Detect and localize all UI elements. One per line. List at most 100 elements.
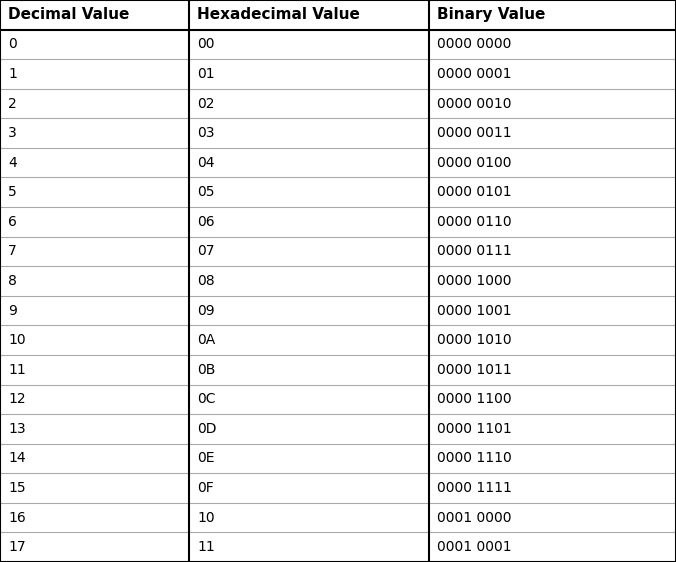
Bar (429, 355, 676, 384)
Text: 0000 0101: 0000 0101 (437, 185, 512, 200)
Bar (429, 0, 676, 30)
Bar (0, 325, 189, 355)
Text: 0000 0011: 0000 0011 (437, 126, 512, 140)
Bar (189, 59, 429, 89)
Bar (189, 207, 429, 237)
Text: 0000 0000: 0000 0000 (437, 37, 512, 51)
Text: 06: 06 (197, 215, 215, 229)
Bar (0, 207, 189, 237)
Text: 0B: 0B (197, 362, 216, 377)
Bar (429, 503, 676, 532)
Text: 0000 1001: 0000 1001 (437, 303, 512, 318)
Text: 0000 0010: 0000 0010 (437, 97, 512, 111)
Bar (429, 443, 676, 473)
Text: 10: 10 (8, 333, 26, 347)
Bar (189, 414, 429, 443)
Text: 0000 1111: 0000 1111 (437, 481, 512, 495)
Bar (429, 384, 676, 414)
Bar (0, 355, 189, 384)
Text: 0000 0111: 0000 0111 (437, 244, 512, 259)
Bar (189, 532, 429, 562)
Bar (429, 207, 676, 237)
Text: 2: 2 (8, 97, 17, 111)
Bar (189, 89, 429, 119)
Text: Hexadecimal Value: Hexadecimal Value (197, 7, 360, 22)
Text: 11: 11 (8, 362, 26, 377)
Bar (0, 89, 189, 119)
Bar (0, 178, 189, 207)
Bar (189, 0, 429, 30)
Bar (0, 237, 189, 266)
Bar (0, 414, 189, 443)
Text: 0C: 0C (197, 392, 216, 406)
Bar (0, 473, 189, 503)
Bar (0, 532, 189, 562)
Bar (189, 325, 429, 355)
Bar (0, 503, 189, 532)
Text: 0001 0000: 0001 0000 (437, 511, 512, 525)
Bar (189, 296, 429, 325)
Text: 15: 15 (8, 481, 26, 495)
Bar (429, 30, 676, 59)
Bar (429, 89, 676, 119)
Text: 14: 14 (8, 451, 26, 465)
Text: 4: 4 (8, 156, 17, 170)
Bar (429, 148, 676, 178)
Text: 0A: 0A (197, 333, 216, 347)
Bar (0, 266, 189, 296)
Text: 0000 0100: 0000 0100 (437, 156, 512, 170)
Text: 01: 01 (197, 67, 215, 81)
Bar (0, 0, 189, 30)
Bar (429, 266, 676, 296)
Text: 5: 5 (8, 185, 17, 200)
Text: 8: 8 (8, 274, 17, 288)
Text: 0: 0 (8, 37, 17, 51)
Text: 17: 17 (8, 540, 26, 554)
Bar (189, 148, 429, 178)
Bar (429, 237, 676, 266)
Bar (0, 59, 189, 89)
Text: 02: 02 (197, 97, 215, 111)
Text: 16: 16 (8, 511, 26, 525)
Text: 0000 0110: 0000 0110 (437, 215, 512, 229)
Text: 0E: 0E (197, 451, 215, 465)
Bar (429, 178, 676, 207)
Text: 12: 12 (8, 392, 26, 406)
Text: 00: 00 (197, 37, 215, 51)
Text: 08: 08 (197, 274, 215, 288)
Text: 13: 13 (8, 422, 26, 436)
Bar (429, 296, 676, 325)
Text: 0001 0001: 0001 0001 (437, 540, 512, 554)
Bar (429, 532, 676, 562)
Text: 0000 0001: 0000 0001 (437, 67, 512, 81)
Bar (0, 148, 189, 178)
Text: 07: 07 (197, 244, 215, 259)
Bar (0, 296, 189, 325)
Text: 6: 6 (8, 215, 17, 229)
Text: 7: 7 (8, 244, 17, 259)
Bar (0, 119, 189, 148)
Bar (429, 119, 676, 148)
Bar (189, 503, 429, 532)
Bar (429, 414, 676, 443)
Text: 0000 1110: 0000 1110 (437, 451, 512, 465)
Text: 0D: 0D (197, 422, 217, 436)
Text: Decimal Value: Decimal Value (8, 7, 130, 22)
Text: 10: 10 (197, 511, 215, 525)
Bar (189, 237, 429, 266)
Text: 0000 1010: 0000 1010 (437, 333, 512, 347)
Text: 0F: 0F (197, 481, 214, 495)
Bar (189, 266, 429, 296)
Bar (0, 384, 189, 414)
Text: 04: 04 (197, 156, 215, 170)
Text: 9: 9 (8, 303, 17, 318)
Bar (429, 325, 676, 355)
Bar (189, 178, 429, 207)
Text: 0000 1011: 0000 1011 (437, 362, 512, 377)
Text: 11: 11 (197, 540, 215, 554)
Bar (189, 443, 429, 473)
Text: 09: 09 (197, 303, 215, 318)
Text: 0000 1000: 0000 1000 (437, 274, 512, 288)
Bar (0, 443, 189, 473)
Bar (189, 119, 429, 148)
